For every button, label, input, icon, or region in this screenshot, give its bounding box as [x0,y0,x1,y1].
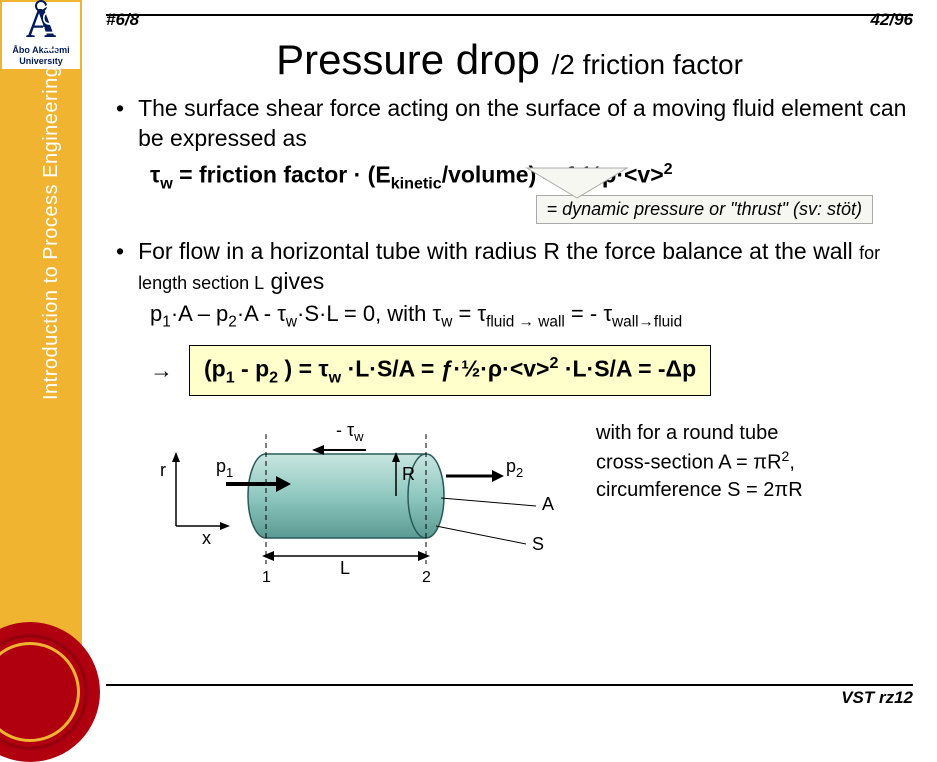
eq1-sup: 2 [664,160,673,178]
bx-c: ) = τ [278,356,329,382]
university-seal-icon [0,622,100,762]
callout-box: = dynamic pressure or "thrust" (sv: stöt… [536,195,873,224]
bal-3: ·S·L = 0, with τ [297,301,441,326]
bal-2: ·A - τ [237,301,286,326]
bullet-2: • For flow in a horizontal tube with rad… [116,237,913,297]
callout-wrap: = dynamic pressure or "thrust" (sv: stöt… [106,193,913,233]
bal-s6: wall→fluid [612,313,682,330]
bx-d: ·L·S/A = ƒ·½·ρ·<v> [341,356,549,382]
footer-text: VST rz12 [841,688,913,708]
bal-4: = τ [452,301,486,326]
callout-text: = dynamic pressure or "thrust" (sv: stöt… [547,199,862,219]
bx-s2: 2 [269,368,278,386]
bullet-dot-icon: • [116,94,124,154]
bal-s2: 2 [228,313,237,330]
bullet-1-text: The surface shear force acting on the su… [138,94,913,154]
tube-notes: with for a round tube cross-section A = … [596,420,803,504]
slide-content: #6/8 42/96 Pressure drop /2 friction fac… [88,0,931,716]
A-label: A [542,494,554,514]
tube-diagram: r x - τw [106,406,576,586]
boxed-equation-row: → (p1 - p2 ) = τw ·L·S/A = ƒ·½·ρ·<v>2 ·L… [150,345,913,396]
sidebar: A Åbo Akademi University Introduction to… [0,0,82,722]
eq1-lhs-sub: w [160,174,173,192]
L-label: L [340,558,350,578]
note-line-2: cross-section A = πR2, [596,447,803,477]
bal-1: ·A – p [171,301,228,326]
b2c: gives [264,268,324,294]
bal-s1: 1 [162,313,171,330]
bottom-rule [106,684,913,686]
bullet-dot-icon: • [116,237,124,297]
sidebar-vertical-title: Introduction to Process Engineering (PTG… [40,3,63,400]
bal-s3: w [286,313,297,330]
p1-label: p1 [216,456,233,480]
bx-a: (p [204,356,226,382]
title-main: Pressure drop [276,36,540,83]
tau-label: - τw [336,420,364,444]
note-line-1: with for a round tube [596,420,803,447]
page-marker-right: 42/96 [870,10,913,30]
axis-x-label: x [202,528,211,548]
b2a: For flow in a horizontal tube with radiu… [138,238,859,264]
bal-5: = - τ [565,301,612,326]
bx-e: ·L·S/A = -Δp [558,356,696,382]
force-balance-eq: p1·A – p2·A - τw·S·L = 0, with τw = τflu… [150,301,913,331]
bx-s1: 1 [226,368,235,386]
eq1-mid: = friction factor · (E [173,161,391,187]
bullet-1: • The surface shear force acting on the … [116,94,913,154]
mark-2: 2 [422,569,431,586]
mark-1: 1 [262,569,271,586]
R-label: R [402,464,415,484]
callout-pointer-icon [517,170,637,200]
diagram-row: r x - τw [106,406,913,586]
note-line-3: circumference S = 2πR [596,477,803,504]
bal-s4: w [441,313,452,330]
title-sub: /2 friction factor [552,49,743,80]
axis-r-label: r [160,460,166,480]
slide-title: Pressure drop /2 friction factor [106,36,913,84]
arrow-icon: → [150,357,173,384]
header-row: #6/8 42/96 [106,10,913,30]
bx-b: - p [235,356,270,382]
p2-label: p2 [506,456,523,480]
eq1-lhs: τ [150,161,160,187]
S-label: S [532,534,544,554]
page-marker-left: #6/8 [106,10,139,30]
bx-s3: w [329,368,342,386]
eq1-mid-sub: kinetic [391,174,442,192]
bal-0: p [150,301,162,326]
bal-s5: fluid → wall [486,313,565,330]
boxed-equation: (p1 - p2 ) = τw ·L·S/A = ƒ·½·ρ·<v>2 ·L·S… [189,345,711,396]
bullet-2-text: For flow in a horizontal tube with radiu… [138,237,913,297]
